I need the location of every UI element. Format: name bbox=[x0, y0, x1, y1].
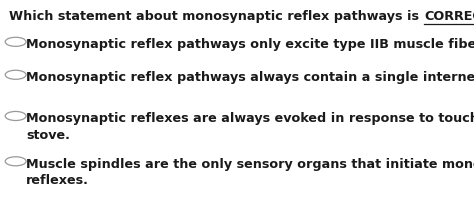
Text: Monosynaptic reflex pathways only excite type IIB muscle fibers.: Monosynaptic reflex pathways only excite… bbox=[26, 38, 474, 51]
Text: Monosynaptic reflexes are always evoked in response to touching a hot
stove.: Monosynaptic reflexes are always evoked … bbox=[26, 112, 474, 142]
Text: CORRECT: CORRECT bbox=[424, 10, 474, 23]
Text: Monosynaptic reflex pathways always contain a single interneuron.: Monosynaptic reflex pathways always cont… bbox=[26, 71, 474, 84]
Text: Which statement about monosynaptic reflex pathways is: Which statement about monosynaptic refle… bbox=[9, 10, 424, 23]
Text: Muscle spindles are the only sensory organs that initiate monosynaptic
reflexes.: Muscle spindles are the only sensory org… bbox=[26, 158, 474, 187]
